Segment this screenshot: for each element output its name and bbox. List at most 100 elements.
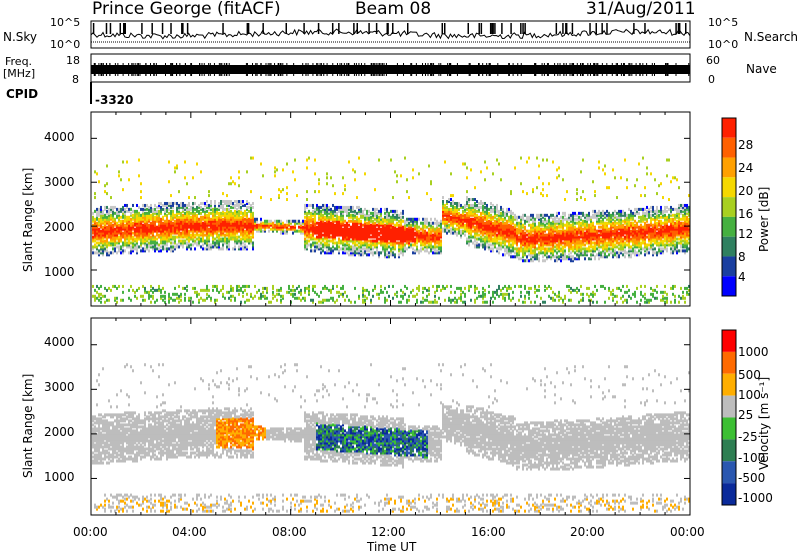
power-cell: [112, 215, 114, 219]
power-cell: [484, 243, 486, 247]
power-cell: [208, 205, 210, 209]
power-cell: [100, 247, 102, 251]
power-cell: [342, 211, 344, 215]
power-cell: [392, 247, 394, 251]
power-cell: [216, 231, 218, 235]
power-cell: [540, 296, 542, 300]
power-cell: [322, 249, 324, 253]
power-cell: [396, 294, 398, 298]
power-cell: [264, 227, 266, 231]
power-cell: [470, 168, 472, 172]
power-cell: [96, 215, 98, 219]
power-cell: [328, 233, 330, 237]
power-cell: [294, 221, 296, 225]
power-cell: [118, 284, 120, 288]
power-cell: [350, 300, 352, 304]
power-cell: [478, 229, 480, 233]
power-cell: [158, 235, 160, 239]
power-cell: [482, 231, 484, 235]
power-cell: [304, 211, 306, 215]
power-cell: [192, 203, 194, 207]
power-cell: [106, 164, 108, 168]
power-cell: [402, 296, 404, 300]
power-cell: [316, 237, 318, 241]
power-cell: [548, 284, 550, 288]
power-cell: [218, 237, 220, 241]
power-cell: [134, 239, 136, 243]
power-cell: [436, 231, 438, 235]
noise-ytick-left-top: 10^5: [50, 16, 81, 29]
power-cell: [486, 203, 488, 207]
power-cell: [122, 223, 124, 227]
power-cell: [352, 249, 354, 253]
power-cell: [432, 239, 434, 243]
power-cell: [222, 245, 224, 249]
power-cell: [200, 215, 202, 219]
power-cell: [466, 221, 468, 225]
power-cell: [254, 219, 256, 223]
power-cell: [484, 211, 486, 215]
power-cell: [148, 209, 150, 213]
power-cell: [450, 211, 452, 215]
power-cell: [154, 235, 156, 239]
power-cell: [376, 213, 378, 217]
power-cell: [240, 300, 242, 304]
power-cell: [320, 235, 322, 239]
power-cell: [392, 245, 394, 249]
power-cell: [346, 237, 348, 241]
power-cell: [152, 215, 154, 219]
power-cell: [340, 219, 342, 223]
power-cell: [132, 213, 134, 217]
power-cell: [126, 233, 128, 237]
power-cell: [106, 241, 108, 245]
power-cell: [316, 235, 318, 239]
power-cell: [168, 203, 170, 207]
power-cell: [396, 233, 398, 237]
power-cell: [426, 231, 428, 235]
power-cell: [528, 253, 530, 257]
power-cell: [244, 284, 246, 288]
power-cell: [116, 223, 118, 227]
power-cell: [150, 217, 152, 221]
power-cell: [146, 217, 148, 221]
power-cell: [464, 215, 466, 219]
power-cell: [192, 300, 194, 304]
power-cell: [146, 237, 148, 241]
power-cell: [98, 221, 100, 225]
power-cell: [378, 158, 380, 162]
power-cell: [136, 223, 138, 227]
power-cell: [136, 296, 138, 300]
power-cell: [124, 249, 126, 253]
power-cell: [422, 229, 424, 233]
power-cell: [414, 223, 416, 227]
power-cell: [420, 239, 422, 243]
power-cell: [150, 209, 152, 213]
power-cell: [246, 221, 248, 225]
power-cell: [288, 223, 290, 227]
power-cell: [318, 227, 320, 231]
power-cell: [160, 223, 162, 227]
power-cell: [238, 209, 240, 213]
power-cell: [466, 201, 468, 205]
power-cell: [234, 245, 236, 249]
power-cell: [318, 294, 320, 298]
power-cell: [416, 225, 418, 229]
power-cell: [120, 235, 122, 239]
power-cell: [444, 219, 446, 223]
power-cell: [314, 237, 316, 241]
power-cell: [394, 227, 396, 231]
power-cell: [360, 227, 362, 231]
power-cell: [516, 227, 518, 231]
power-cell: [314, 172, 316, 176]
power-cell: [406, 227, 408, 231]
power-cell: [430, 241, 432, 245]
power-cell: [358, 219, 360, 223]
power-cell: [166, 215, 168, 219]
power-cell: [404, 284, 406, 288]
power-cell: [314, 241, 316, 245]
power-cell: [210, 203, 212, 207]
power-cell: [332, 251, 334, 255]
power-cell: [364, 233, 366, 237]
power-cell: [202, 221, 204, 225]
power-cell: [340, 239, 342, 243]
